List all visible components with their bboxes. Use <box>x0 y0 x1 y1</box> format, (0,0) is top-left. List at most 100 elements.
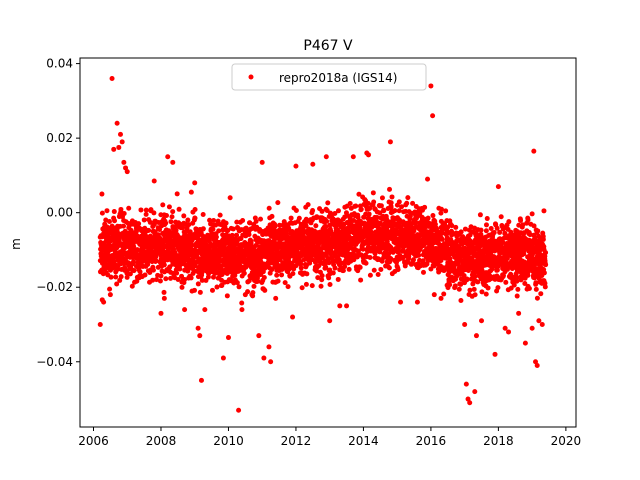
data-point <box>319 208 325 214</box>
data-point <box>358 277 364 283</box>
data-point <box>114 120 120 126</box>
data-point <box>236 407 242 413</box>
data-point <box>371 199 377 205</box>
data-point <box>181 213 187 219</box>
data-point <box>197 333 203 339</box>
data-point <box>194 254 200 260</box>
data-point <box>169 214 175 220</box>
data-point <box>461 273 467 279</box>
data-point <box>261 275 267 281</box>
data-point <box>342 264 348 270</box>
data-point <box>188 275 194 281</box>
data-point <box>318 283 324 289</box>
data-point <box>119 139 125 145</box>
data-point <box>161 262 167 268</box>
y-axis-ticks: −0.04 −0.02 0.00 0.02 0.04 <box>36 57 80 369</box>
data-point <box>428 83 434 89</box>
x-tick-label: 2014 <box>348 434 379 448</box>
x-tick-label: 2012 <box>281 434 312 448</box>
data-point <box>236 284 242 290</box>
data-point <box>378 203 384 209</box>
data-point <box>410 200 416 206</box>
data-point <box>172 250 178 256</box>
data-point <box>323 154 329 160</box>
data-point <box>195 325 201 331</box>
data-point <box>471 286 477 292</box>
data-points <box>97 76 549 413</box>
data-point <box>305 202 311 208</box>
data-point <box>199 277 205 283</box>
plot-frame <box>79 57 577 428</box>
data-point <box>518 217 524 223</box>
data-point <box>396 199 402 205</box>
data-point <box>356 191 362 197</box>
data-point <box>463 381 469 387</box>
data-point <box>147 219 153 225</box>
data-point <box>540 236 546 242</box>
data-point <box>170 159 176 165</box>
data-point <box>326 275 332 281</box>
data-point <box>266 344 272 350</box>
data-point <box>121 211 127 217</box>
data-point <box>104 208 110 214</box>
data-point <box>515 286 521 292</box>
data-point <box>514 278 520 284</box>
data-point <box>332 265 338 271</box>
data-point <box>433 245 439 251</box>
data-point <box>491 229 497 235</box>
data-point <box>240 218 246 224</box>
data-point <box>360 246 366 252</box>
data-point <box>543 250 549 256</box>
data-point <box>465 396 471 402</box>
data-point <box>137 269 143 275</box>
data-point <box>478 227 484 233</box>
data-point <box>430 213 436 219</box>
data-point <box>541 208 547 214</box>
data-point <box>456 286 462 292</box>
data-point <box>200 226 206 232</box>
data-point <box>113 274 119 280</box>
data-point <box>266 205 272 211</box>
data-point <box>127 271 133 277</box>
data-point <box>447 282 453 288</box>
data-point <box>143 207 149 213</box>
data-point <box>188 189 194 195</box>
data-point <box>195 281 201 287</box>
data-point <box>439 236 445 242</box>
x-tick-label: 2006 <box>78 434 109 448</box>
data-point <box>439 230 445 236</box>
data-point <box>534 295 540 301</box>
data-point <box>241 270 247 276</box>
data-point <box>404 200 410 206</box>
data-point <box>185 217 191 223</box>
data-point <box>365 152 371 158</box>
data-point <box>353 203 359 209</box>
data-point <box>472 292 478 298</box>
data-point <box>106 218 112 224</box>
data-point <box>223 220 229 226</box>
data-point <box>121 159 127 165</box>
data-point <box>425 215 431 221</box>
data-point <box>367 254 373 260</box>
data-point <box>420 258 426 264</box>
data-point <box>296 215 302 221</box>
data-point <box>525 272 531 278</box>
data-point <box>422 204 428 210</box>
data-point <box>202 307 208 313</box>
data-point <box>520 222 526 228</box>
data-point <box>388 200 394 206</box>
data-point <box>458 281 464 287</box>
data-point <box>366 211 372 217</box>
data-point <box>151 178 157 184</box>
data-point <box>111 146 117 152</box>
data-point <box>458 297 464 303</box>
x-tick-label: 2016 <box>416 434 447 448</box>
data-point <box>279 272 285 278</box>
data-point <box>319 273 325 279</box>
data-point <box>319 277 325 283</box>
data-point <box>522 281 528 287</box>
data-point <box>458 229 464 235</box>
data-point <box>443 208 449 214</box>
data-point <box>286 225 292 231</box>
data-point <box>502 231 508 237</box>
